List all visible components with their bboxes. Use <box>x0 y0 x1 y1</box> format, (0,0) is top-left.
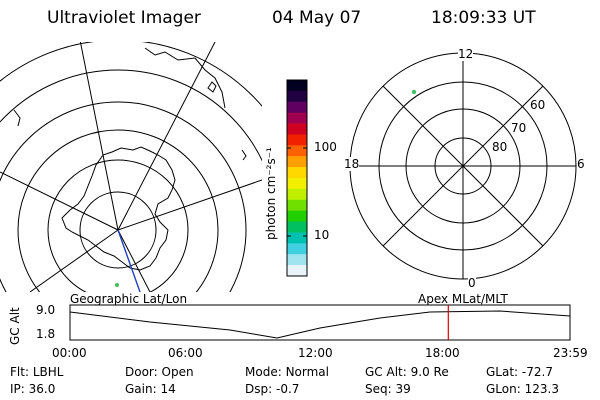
timeline-xtick-0000: 00:00 <box>52 346 87 360</box>
info-ip-label: IP: <box>10 382 25 396</box>
geo-lat-circle <box>79 191 157 269</box>
colorbar-swatch <box>287 101 307 114</box>
colorbar-unit-label: photon cm⁻²s⁻¹ <box>264 147 278 240</box>
mlt-label-0: 0 <box>468 276 476 290</box>
geo-lat-circle <box>0 69 262 162</box>
colorbar-swatch <box>287 123 307 135</box>
info-dsp-value: -0.7 <box>275 382 300 396</box>
mlat-label-70: 70 <box>511 121 527 135</box>
colorbar-swatch <box>287 134 307 146</box>
timeline-xtick-0600: 06:00 <box>168 346 203 360</box>
colorbar-swatch <box>287 254 307 266</box>
info-door: Door: Open <box>125 365 194 379</box>
info-ip: IP: 36.0 <box>10 382 55 396</box>
colorbar-swatch <box>287 188 307 201</box>
info-flt-label: Flt: <box>10 365 29 379</box>
info-flt: Flt: LBHL <box>10 365 63 379</box>
timeline-xtick-1200: 12:00 <box>298 346 333 360</box>
info-dsp-label: Dsp: <box>245 382 273 396</box>
colorbar-swatch <box>287 90 307 103</box>
colorbar-swatch <box>287 156 307 168</box>
antarctica-coastline <box>61 146 176 271</box>
colorbar-swatch <box>287 199 307 212</box>
info-glon-value: 123.3 <box>524 382 559 396</box>
mlat-label-60: 60 <box>530 98 546 112</box>
info-gain: Gain: 14 <box>125 382 176 396</box>
info-glat: GLat: -72.7 <box>486 365 553 379</box>
australia-coastline <box>144 47 226 109</box>
geo-lat-circle <box>47 159 189 292</box>
colorbar-swatch <box>287 178 307 190</box>
info-gain-label: Gain: <box>125 382 157 396</box>
geo-meridian <box>29 229 119 292</box>
mlt-label-6: 6 <box>577 157 585 171</box>
timeline-frame <box>69 304 571 341</box>
colorbar-swatch <box>287 265 307 277</box>
time-readout: 18:09:33 UT <box>431 8 536 28</box>
info-gcalt-value: 9.0 Re <box>410 365 449 379</box>
timeline-ylabel: GC Alt <box>8 307 22 345</box>
mlt-label-18: 18 <box>344 157 360 171</box>
gc-alt-curve <box>69 310 571 339</box>
colorbar-swatch <box>287 80 307 92</box>
orbit-track <box>117 229 141 292</box>
geo-lat-circle <box>0 42 262 107</box>
info-gcalt: GC Alt: 9.0 Re <box>365 365 449 379</box>
timeline-ytick-high: 9.0 <box>36 303 56 317</box>
colorbar-swatch <box>287 167 307 179</box>
mag-panel-caption: Apex MLat/MLT <box>418 292 508 306</box>
colorbar-swatch <box>287 210 307 222</box>
info-mode: Mode: Normal <box>245 365 329 379</box>
colorbar-swatch <box>287 232 307 244</box>
app-title: Ultraviolet Imager <box>47 8 201 28</box>
info-gcalt-label: GC Alt: <box>365 365 407 379</box>
colorbar-swatch <box>287 243 307 255</box>
geo-lat-circle <box>0 101 247 292</box>
date-readout: 04 May 07 <box>272 8 362 28</box>
coastline-fragment <box>13 109 21 127</box>
magnetic-mlt-panel <box>349 52 577 280</box>
colorbar-tick-10: 10 <box>314 228 330 242</box>
geo-meridian <box>117 179 262 231</box>
info-glat-label: GLat: <box>486 365 519 379</box>
colorbar <box>286 79 308 277</box>
timeline-xtick-1800: 18:00 <box>425 346 460 360</box>
info-glon-label: GLon: <box>486 382 521 396</box>
mag-marker-dot <box>411 89 417 95</box>
geo-marker-dot <box>115 283 119 287</box>
geo-meridian <box>0 171 119 231</box>
timeline-ytick-low: 1.8 <box>36 327 56 341</box>
info-dsp: Dsp: -0.7 <box>245 382 299 396</box>
info-door-value: Open <box>161 365 194 379</box>
info-gain-value: 14 <box>160 382 176 396</box>
info-glon: GLon: 123.3 <box>486 382 559 396</box>
geo-meridian <box>117 42 216 231</box>
mlat-label-80: 80 <box>492 140 508 154</box>
info-seq: Seq: 39 <box>365 382 411 396</box>
info-flt-value: LBHL <box>32 365 64 379</box>
colorbar-tick-100: 100 <box>314 140 337 154</box>
geographic-map-panel <box>0 42 262 292</box>
island-coastline <box>241 149 247 161</box>
colorbar-swatch <box>287 112 307 124</box>
info-seq-label: Seq: <box>365 382 392 396</box>
geo-lat-circle <box>17 129 219 292</box>
mlt-meridian-diag <box>382 85 544 247</box>
mlt-label-12: 12 <box>458 47 474 61</box>
colorbar-swatch <box>287 145 307 157</box>
info-seq-value: 39 <box>395 382 411 396</box>
info-mode-label: Mode: <box>245 365 282 379</box>
info-mode-value: Normal <box>285 365 329 379</box>
info-door-label: Door: <box>125 365 158 379</box>
colorbar-swatch <box>287 221 307 233</box>
info-ip-value: 36.0 <box>28 382 56 396</box>
info-glat-value: -72.7 <box>521 365 553 379</box>
tasmania-coastline <box>207 81 217 93</box>
geo-panel-caption: Geographic Lat/Lon <box>70 292 188 306</box>
colorbar-frame <box>286 79 308 277</box>
geo-meridian <box>117 229 151 292</box>
timeline-xtick-2359: 23:59 <box>553 346 588 360</box>
geo-meridian <box>79 42 119 231</box>
